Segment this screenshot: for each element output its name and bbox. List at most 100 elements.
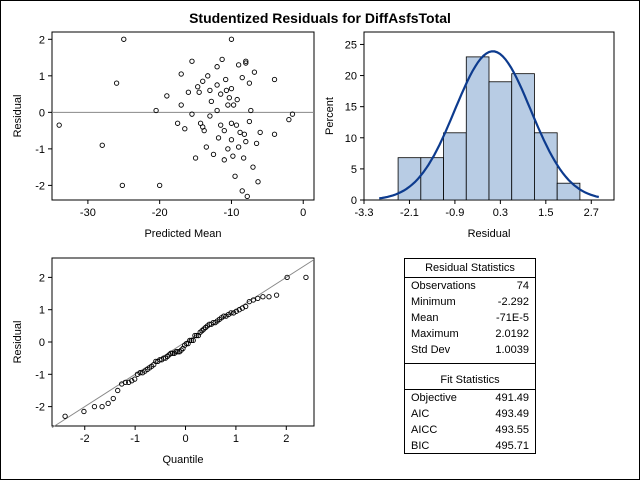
- scatter-point: [239, 188, 245, 194]
- scatter-point: [157, 182, 163, 189]
- x-tick-label: -1: [130, 433, 140, 445]
- scatter-point: [241, 131, 248, 137]
- scatter-point: [192, 155, 199, 161]
- scatter-point: [250, 164, 256, 170]
- x-axis-label: Quantile: [163, 454, 204, 466]
- y-axis-label: Residual: [12, 95, 24, 138]
- scatter-point: [232, 173, 238, 179]
- table-divider: [405, 277, 535, 278]
- stat-value: -71E-5: [495, 312, 529, 324]
- scatter-point: [246, 80, 253, 86]
- x-tick-label: -30: [80, 207, 96, 219]
- x-tick-label: -10: [223, 207, 239, 219]
- qq-point: [250, 297, 256, 303]
- qq-point: [122, 379, 128, 386]
- scatter-point: [244, 193, 250, 199]
- stat-label: BIC: [411, 440, 430, 452]
- scatter-point: [230, 153, 236, 159]
- stat-row-maximum: Maximum 2.0192: [409, 328, 531, 342]
- x-tick-label: 2: [283, 433, 289, 445]
- x-tick-label: 0.3: [493, 207, 508, 219]
- scatter-point: [218, 91, 224, 97]
- scatter-point: [230, 102, 237, 108]
- qq-point: [230, 310, 237, 316]
- fit-statistics-title: Fit Statistics: [440, 374, 500, 386]
- qq-point: [105, 400, 111, 407]
- y-tick-label: 0: [39, 337, 45, 349]
- residual-vs-predicted-frame: [51, 31, 315, 201]
- stat-value: 495.71: [495, 440, 529, 452]
- qq-point: [284, 274, 290, 281]
- fit-row-bic: BIC 495.71: [409, 440, 531, 454]
- y-tick-label: 25: [345, 39, 357, 51]
- stat-row-std-dev: Std Dev 1.0039: [409, 344, 531, 358]
- scatter-point: [219, 56, 225, 63]
- histogram-bar: [443, 132, 467, 201]
- scatter-point: [235, 144, 242, 150]
- scatter-point: [241, 155, 247, 161]
- qq-point: [255, 295, 261, 302]
- scatter-point: [233, 122, 240, 128]
- x-axis-label: Residual: [468, 228, 511, 240]
- y-tick-label: 2: [39, 272, 45, 284]
- y-tick-label: 1: [39, 71, 45, 83]
- stat-label: Minimum: [411, 296, 456, 308]
- scatter-point: [228, 137, 235, 143]
- stat-value: 493.55: [495, 424, 529, 436]
- scatter-point: [243, 58, 249, 64]
- residual-qq-frame: [51, 257, 315, 427]
- scatter-point: [253, 140, 260, 147]
- x-tick-label: -2.1: [400, 207, 419, 219]
- scatter-point: [289, 111, 296, 117]
- x-tick-label: 0: [300, 207, 306, 219]
- scatter-point: [228, 85, 235, 92]
- scatter-point: [214, 82, 220, 88]
- x-tick-label: 2.7: [584, 207, 599, 219]
- stat-label: AIC: [411, 408, 430, 420]
- stat-label: Mean: [411, 312, 439, 324]
- scatter-point: [225, 146, 231, 152]
- scatter-point: [239, 75, 245, 81]
- scatter-point: [234, 96, 240, 103]
- y-tick-label: 15: [345, 102, 357, 114]
- scatter-point: [251, 69, 258, 75]
- stat-row-observations: Observations 74: [409, 280, 531, 294]
- scatter-point: [228, 120, 235, 126]
- scatter-point: [153, 107, 159, 114]
- y-tick-label: 2: [39, 34, 45, 46]
- y-axis-label: Residual: [12, 321, 24, 364]
- scatter-point: [223, 87, 230, 94]
- normal-density-curve: [379, 50, 600, 200]
- qq-point: [91, 403, 98, 410]
- scatter-point: [235, 62, 242, 68]
- y-tick-label: -1: [35, 144, 45, 156]
- stat-value: 493.49: [495, 408, 529, 420]
- histogram-bar: [556, 182, 581, 201]
- qq-point: [190, 337, 196, 344]
- y-tick-label: -2: [35, 402, 45, 414]
- scatter-point: [218, 122, 224, 128]
- scatter-point: [119, 182, 125, 189]
- qq-point: [168, 350, 174, 356]
- x-axis-label: Predicted Mean: [144, 228, 221, 240]
- qq-point: [303, 274, 309, 281]
- qq-point: [62, 413, 68, 419]
- scatter-point: [201, 127, 207, 134]
- stat-value: 2.0192: [495, 328, 529, 340]
- scatter-point: [248, 107, 254, 114]
- qq-point: [183, 340, 190, 347]
- qq-point: [228, 310, 234, 316]
- scatter-point: [210, 151, 217, 157]
- stat-label: Maximum: [411, 328, 459, 340]
- scatter-point: [226, 95, 232, 101]
- qq-point: [188, 337, 195, 344]
- y-tick-label: -1: [35, 369, 45, 381]
- table-divider: [405, 363, 535, 364]
- scatter-point: [164, 93, 170, 99]
- scatter-point: [225, 102, 231, 108]
- scatter-point: [255, 179, 261, 185]
- scatter-point: [208, 98, 215, 105]
- scatter-point: [223, 76, 229, 83]
- qq-point: [221, 313, 227, 319]
